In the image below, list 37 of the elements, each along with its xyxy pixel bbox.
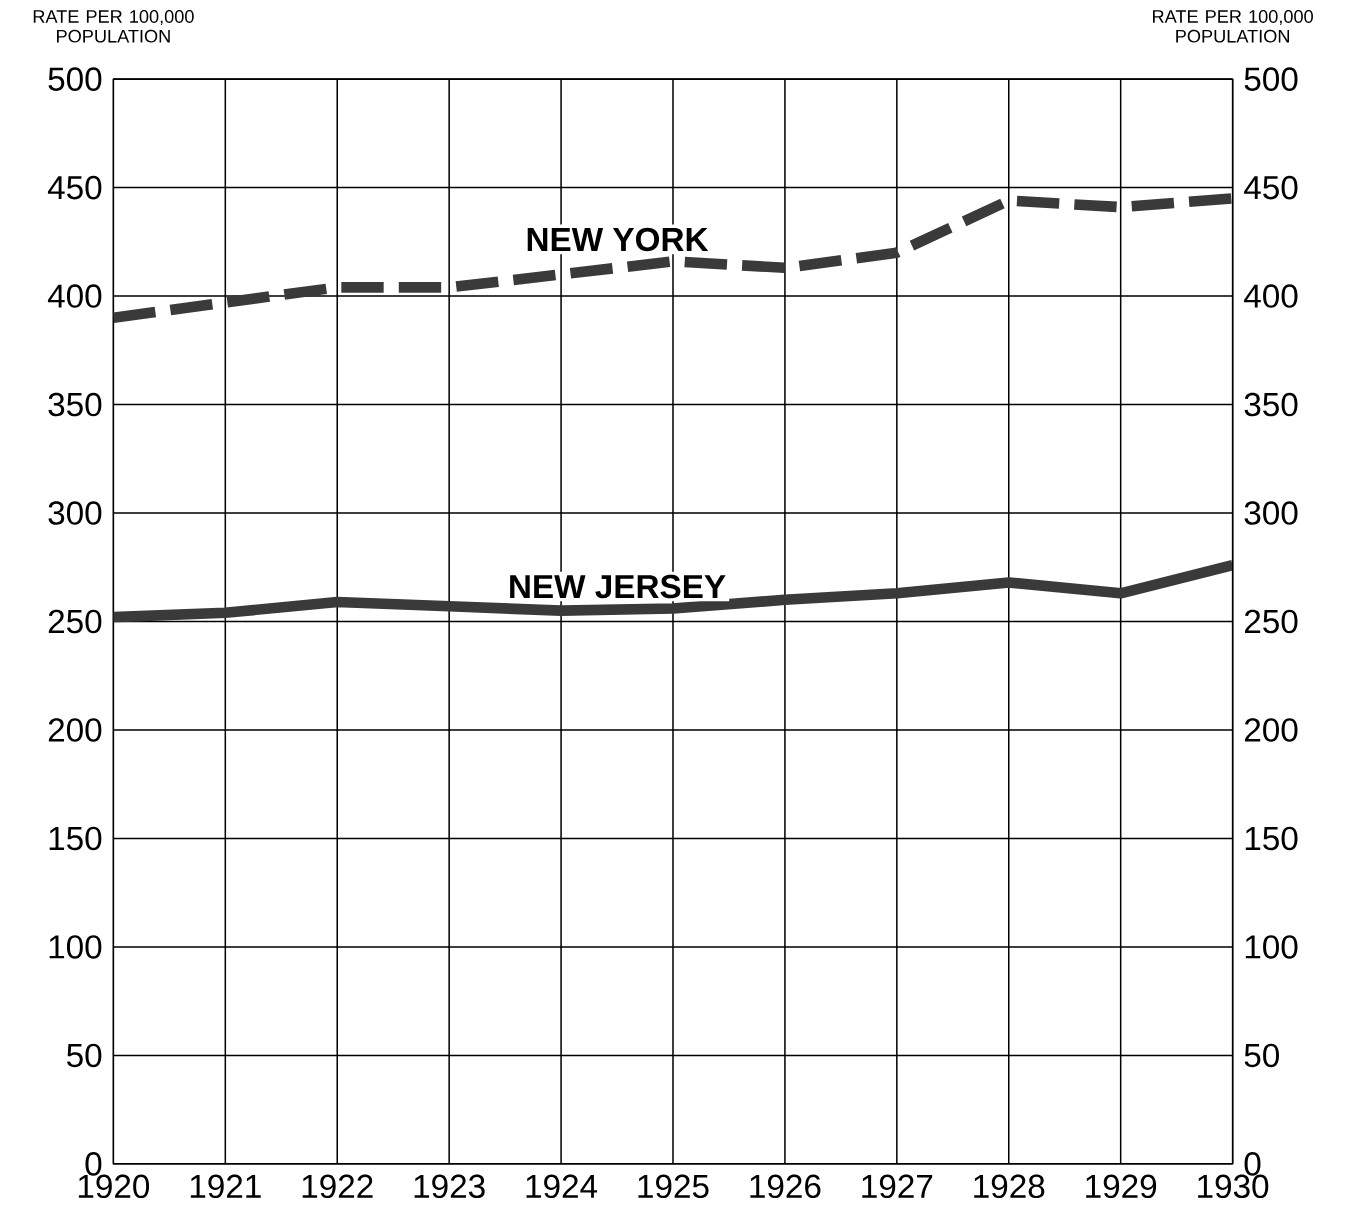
x-tick-label: 1926 xyxy=(750,1174,821,1199)
x-tick-label: 1927 xyxy=(862,1174,933,1199)
x-tick-label: 1922 xyxy=(302,1174,373,1199)
y-tick-label: 250 xyxy=(48,609,102,634)
y2-tick-label: 250 xyxy=(1244,609,1298,634)
y-tick-label: 350 xyxy=(48,393,102,417)
x-tick-label: 1920 xyxy=(78,1174,150,1199)
x-tick-label: 1921 xyxy=(190,1174,261,1199)
series-label: NEW JERSEY xyxy=(510,575,726,599)
y2-tick-label: 450 xyxy=(1244,176,1298,200)
y2-axis-title: RATE PER 100,000 POPULATION xyxy=(1153,10,1313,43)
y2-tick-label: 300 xyxy=(1244,501,1298,526)
x-tick-label: 1925 xyxy=(638,1174,709,1199)
y2-tick-label: 350 xyxy=(1244,393,1298,417)
x-tick-label: 1923 xyxy=(414,1174,485,1199)
x-tick-label: 1924 xyxy=(526,1174,598,1199)
y-tick-label: 150 xyxy=(49,826,102,851)
y2-tick-label: 50 xyxy=(1244,1043,1279,1068)
series-label: NEW YORK xyxy=(527,227,709,252)
y2-tick-label: 500 xyxy=(1244,67,1298,92)
y-tick-label: 450 xyxy=(47,176,102,200)
y-tick-label: 400 xyxy=(47,284,102,309)
y2-tick-label: 0 xyxy=(1244,1152,1261,1176)
y-tick-label: 0 xyxy=(85,1152,102,1176)
y2-tick-label: 100 xyxy=(1245,935,1298,959)
y-axis-title: RATE PER 100,000 POPULATION xyxy=(33,10,194,43)
y2-tick-label: 150 xyxy=(1245,826,1298,851)
y2-tick-label: 400 xyxy=(1244,284,1298,309)
y2-tick-label: 200 xyxy=(1244,718,1298,742)
y-tick-label: 100 xyxy=(49,935,102,959)
x-tick-label: 1930 xyxy=(1198,1174,1269,1199)
y-tick-label: 300 xyxy=(48,501,102,526)
x-tick-label: 1928 xyxy=(974,1174,1045,1199)
y-tick-label: 500 xyxy=(48,67,102,92)
y-tick-label: 200 xyxy=(48,718,102,742)
y-tick-label: 50 xyxy=(67,1043,102,1068)
x-tick-label: 1929 xyxy=(1086,1174,1157,1199)
